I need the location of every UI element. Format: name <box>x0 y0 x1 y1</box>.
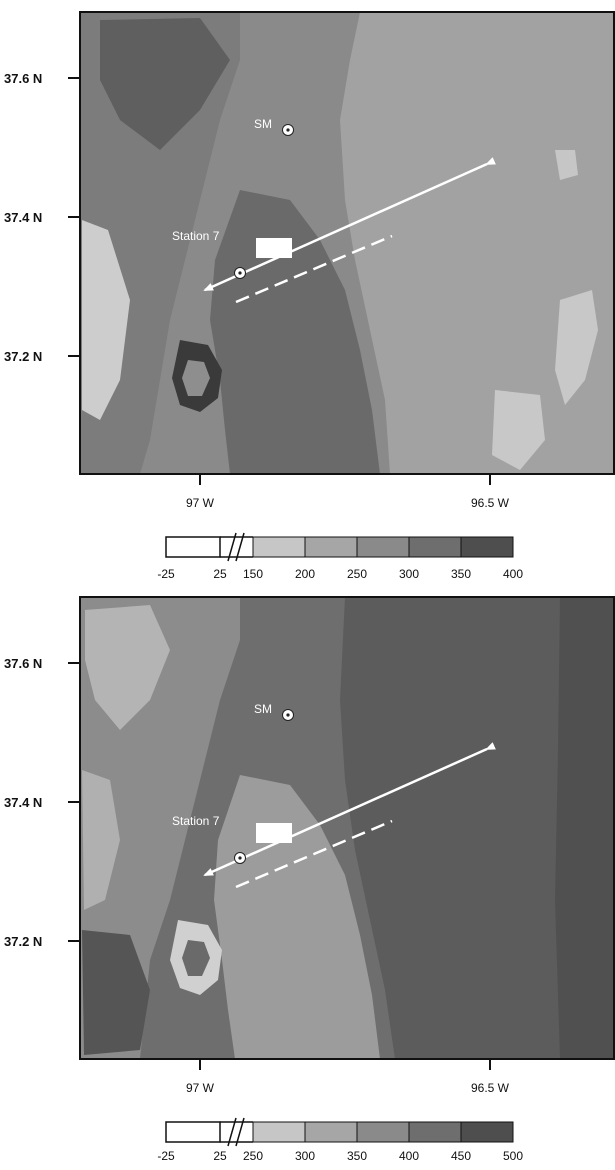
map-bottom-station-7-dot <box>238 856 242 860</box>
colorbar-bottom: -25 25 250 300 350 400 450 500 <box>157 1117 523 1163</box>
colorbar-bottom-break-b <box>235 1117 245 1147</box>
colorbar-top-label-5: 300 <box>399 567 419 581</box>
panel-top: SM Station 7 37.6 N 37.4 N 37.2 N 97 W 9… <box>4 11 615 581</box>
colorbar-bottom-label-4: 350 <box>347 1149 367 1163</box>
colorbar-bottom-label-3: 300 <box>295 1149 315 1163</box>
map-top-station-sm-label: SM <box>254 117 272 131</box>
lat-axis-top: 37.6 N 37.4 N 37.2 N <box>4 71 80 364</box>
map-top-station-7-dot <box>238 271 242 275</box>
lat-label-top-1: 37.4 N <box>4 210 42 225</box>
colorbar-bottom-seg-4 <box>408 1121 462 1143</box>
map-bottom-west-dark <box>82 930 150 1055</box>
map-top-flight-arrow <box>203 157 496 292</box>
colorbar-bottom-label-5: 400 <box>399 1149 419 1163</box>
map-bottom-frame <box>79 596 615 1060</box>
map-top-light-patch-1 <box>82 220 130 420</box>
colorbar-bottom-label-1: 25 <box>213 1149 227 1163</box>
colorbar-top-seg-2 <box>304 536 358 558</box>
colorbar-top-label-4: 250 <box>347 567 367 581</box>
colorbar-bottom-label-0: -25 <box>157 1149 175 1163</box>
map-bottom-northwest-light <box>85 605 170 730</box>
map-top-building <box>256 238 292 258</box>
map-top-northwest-patch <box>100 18 230 150</box>
map-bottom-far-east-region <box>555 597 615 1059</box>
colorbar-top-label-3: 200 <box>295 567 315 581</box>
map-bottom: SM Station 7 <box>79 596 615 1060</box>
lon-label-top-1: 96.5 W <box>471 496 510 510</box>
map-top-light-patch-4 <box>555 150 578 180</box>
colorbar-top-seg-3 <box>356 536 410 558</box>
map-bottom-flight-arrow <box>203 742 496 877</box>
colorbar-top-label-0: -25 <box>157 567 175 581</box>
colorbar-bottom-label-7: 500 <box>503 1149 523 1163</box>
lat-label-top-2: 37.2 N <box>4 349 42 364</box>
lat-label-bottom-1: 37.4 N <box>4 795 42 810</box>
lat-axis-bottom: 37.6 N 37.4 N 37.2 N <box>4 656 80 949</box>
colorbar-bottom-seg-3 <box>356 1121 410 1143</box>
lon-label-bottom-0: 97 W <box>186 1081 215 1095</box>
map-bottom-crater-core <box>182 940 210 976</box>
map-top-frame <box>79 11 615 475</box>
colorbar-top-seg-4 <box>408 536 462 558</box>
map-top-light-patch-2 <box>492 390 545 470</box>
lon-label-top-0: 97 W <box>186 496 215 510</box>
map-bottom-dashed-track <box>235 819 393 889</box>
map-top-light-patch-3 <box>555 290 598 405</box>
map-bottom-station-sm-label: SM <box>254 702 272 716</box>
colorbar-bottom-label-2: 250 <box>243 1149 263 1163</box>
map-bottom-station-7-label: Station 7 <box>172 814 220 828</box>
lat-label-top-0: 37.6 N <box>4 71 42 86</box>
map-top-crater-core <box>182 360 210 396</box>
colorbar-top-label-1: 25 <box>213 567 227 581</box>
colorbar-top-seg-0 <box>165 536 221 558</box>
colorbar-top-break-b <box>235 532 245 562</box>
lat-label-bottom-0: 37.6 N <box>4 656 42 671</box>
colorbar-bottom-seg-1 <box>252 1121 306 1143</box>
colorbar-top-seg-5 <box>460 536 514 558</box>
map-top-station-7-label: Station 7 <box>172 229 220 243</box>
map-bottom-building <box>256 823 292 843</box>
map-bottom-station-sm-dot <box>286 713 290 717</box>
colorbar-top-label-2: 150 <box>243 567 263 581</box>
panel-bottom: SM Station 7 37.6 N 37.4 N 37.2 N 97 W 9… <box>4 596 615 1163</box>
colorbar-top-label-6: 350 <box>451 567 471 581</box>
colorbar-top: -25 25 150 200 250 300 350 400 <box>157 532 523 581</box>
map-bottom-west-edge-light <box>82 770 120 910</box>
colorbar-top-break-a <box>227 532 237 562</box>
lon-label-bottom-1: 96.5 W <box>471 1081 510 1095</box>
lon-axis-top: 97 W 96.5 W <box>186 474 510 510</box>
colorbar-bottom-seg-0 <box>165 1121 221 1143</box>
colorbar-bottom-break-a <box>227 1117 237 1147</box>
colorbar-bottom-label-6: 450 <box>451 1149 471 1163</box>
map-top-dashed-track <box>235 234 393 304</box>
lon-axis-bottom: 97 W 96.5 W <box>186 1059 510 1095</box>
map-top-station-sm-dot <box>286 128 290 132</box>
colorbar-bottom-seg-5 <box>460 1121 514 1143</box>
colorbar-top-label-7: 400 <box>503 567 523 581</box>
lat-label-bottom-2: 37.2 N <box>4 934 42 949</box>
colorbar-top-seg-1 <box>252 536 306 558</box>
colorbar-bottom-seg-2 <box>304 1121 358 1143</box>
map-top: SM Station 7 <box>79 11 615 475</box>
